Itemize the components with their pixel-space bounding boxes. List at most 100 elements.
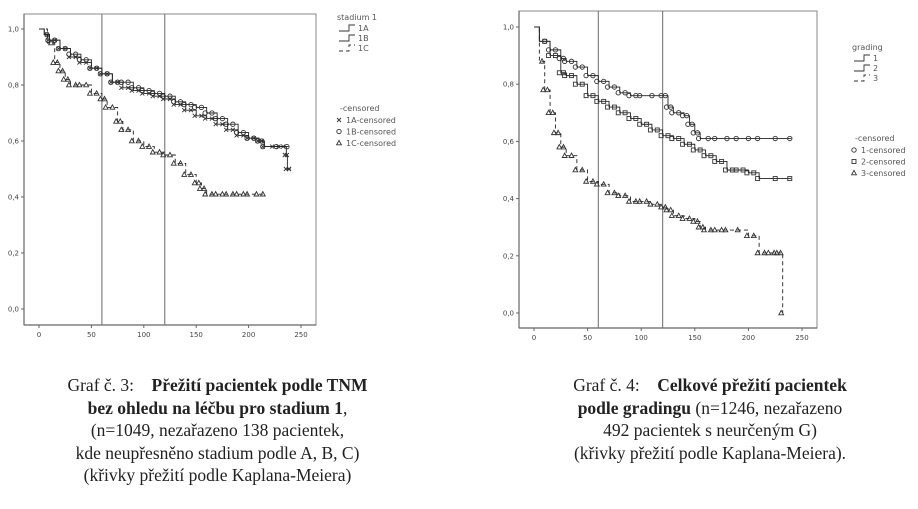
censor-mark-triangle [773,249,781,256]
legend-censored-entry: 1C-censored [346,139,396,148]
censor-mark-triangle [700,226,708,233]
legend-line-swatch [854,54,870,62]
censor-mark-triangle [545,109,552,116]
censor-mark-square [561,70,566,76]
x-tick-label: 250 [795,334,808,342]
series-1b [39,28,290,150]
censor-mark-triangle [750,232,757,239]
censor-mark-x [181,107,187,113]
y-tick-label: 0,6 [503,138,515,146]
censor-mark-circle [637,92,643,99]
censor-mark-circle [724,135,730,142]
legend-line-swatch [339,34,355,42]
censor-mark-square [633,116,639,121]
censor-mark-square [851,159,857,164]
censor-mark-triangle [625,197,633,204]
censor-mark-circle [146,87,152,94]
x-tick-label: 200 [742,334,755,342]
series-3 [534,26,785,316]
y-tick-label: 0,2 [8,250,19,258]
censor-mark-triangle [229,190,237,197]
censor-mark-triangle [540,86,547,93]
censor-mark-square [562,73,568,79]
censor-mark-triangle [208,190,216,197]
censor-mark-triangle [128,137,135,144]
caption-line: 492 pacientek s neurčeným G) [603,420,817,440]
censor-mark-circle [633,92,639,99]
censor-mark-triangle [550,129,558,136]
censor-mark-triangle [632,197,639,204]
censor-mark-square [712,158,718,164]
censor-mark-circle [668,104,674,110]
censor-mark-circle [97,71,104,77]
censor-mark-triangle [754,249,761,256]
legend-censored-entry: 1-censored [861,146,906,155]
censor-mark-x [209,116,215,121]
censor-mark-circle [273,143,280,150]
y-tick-label: 0,4 [8,194,20,202]
censor-mark-triangle [778,309,785,316]
censor-mark-circle [230,121,236,127]
censor-mark-triangle [124,126,132,133]
caption-line: (n=1246, nezařazeno [691,397,843,418]
censor-mark-triangle [335,139,343,146]
legend-censored-title: -censored [855,134,894,143]
censor-mark-square [572,81,578,87]
x-tick-label: 100 [137,331,150,339]
chart-stadium-1: 0,0 0,2 0,4 0,6 0,8 1,0 0 50 100 150 200 250 stadium… [8,13,396,339]
censor-mark-x [223,127,229,133]
censor-mark-circle [284,143,290,150]
censor-mark-triangle [679,215,686,221]
censor-mark-square [658,133,664,139]
censor-mark-triangle [572,166,579,173]
censor-mark-square [579,81,585,87]
censor-mark-triangle [191,179,198,186]
censor-mark-circle [772,135,778,142]
censor-mark-triangle [219,190,226,197]
caption-line: (křivky přežití podle Kaplana-Meiera) [83,465,352,485]
x-tick-label: 0 [37,331,41,339]
censor-mark-triangle [636,197,643,204]
caption-title-cont: podle gradingu [577,397,692,418]
censor-mark-x [286,166,292,172]
series-1c [39,28,266,197]
censor-mark-square [552,53,558,59]
y-tick-label: 1,0 [503,24,514,32]
y-tick-label: 0,6 [8,138,20,146]
censor-mark-triangle [615,192,622,198]
censor-mark-circle [622,90,628,96]
censor-mark-circle [604,84,611,90]
censor-mark-circle [118,79,124,85]
caption-title: Přežití pacientek podle TNM [151,375,368,395]
censor-mark-square [569,73,574,79]
censor-mark-triangle [166,151,174,158]
censor-mark-x [125,85,131,91]
censor-mark-triangle [654,200,661,207]
censor-mark-triangle [556,143,563,150]
censor-mark-triangle [544,86,551,93]
censor-mark-circle [160,93,166,99]
censor-mark-circle [260,143,266,150]
censor-mark-circle [251,135,257,141]
censor-mark-circle [213,115,219,122]
censor-mark-triangle [568,152,575,158]
censor-mark-circle [594,78,600,84]
x-tick-label: 250 [294,331,307,339]
censor-mark-square [719,158,725,164]
censor-mark-square [594,98,600,104]
legend: grading123-censored1-censored2-censored3… [850,43,906,178]
legend-censored-entry: 3-censored [861,169,906,178]
censor-mark-triangle [233,190,240,197]
censor-mark-triangle [647,200,654,207]
censor-mark-square [647,127,653,133]
censor-mark-circle [192,104,198,111]
censor-mark-circle [125,79,131,85]
censor-mark-square [622,110,628,116]
censor-mark-triangle [777,249,784,256]
legend-entry: 2 [873,64,878,73]
censor-mark-circle [87,65,93,71]
censor-mark-triangle [579,166,586,173]
censor-mark-square [708,153,714,159]
plot-frame [23,13,317,326]
censor-mark-circle [93,65,100,71]
